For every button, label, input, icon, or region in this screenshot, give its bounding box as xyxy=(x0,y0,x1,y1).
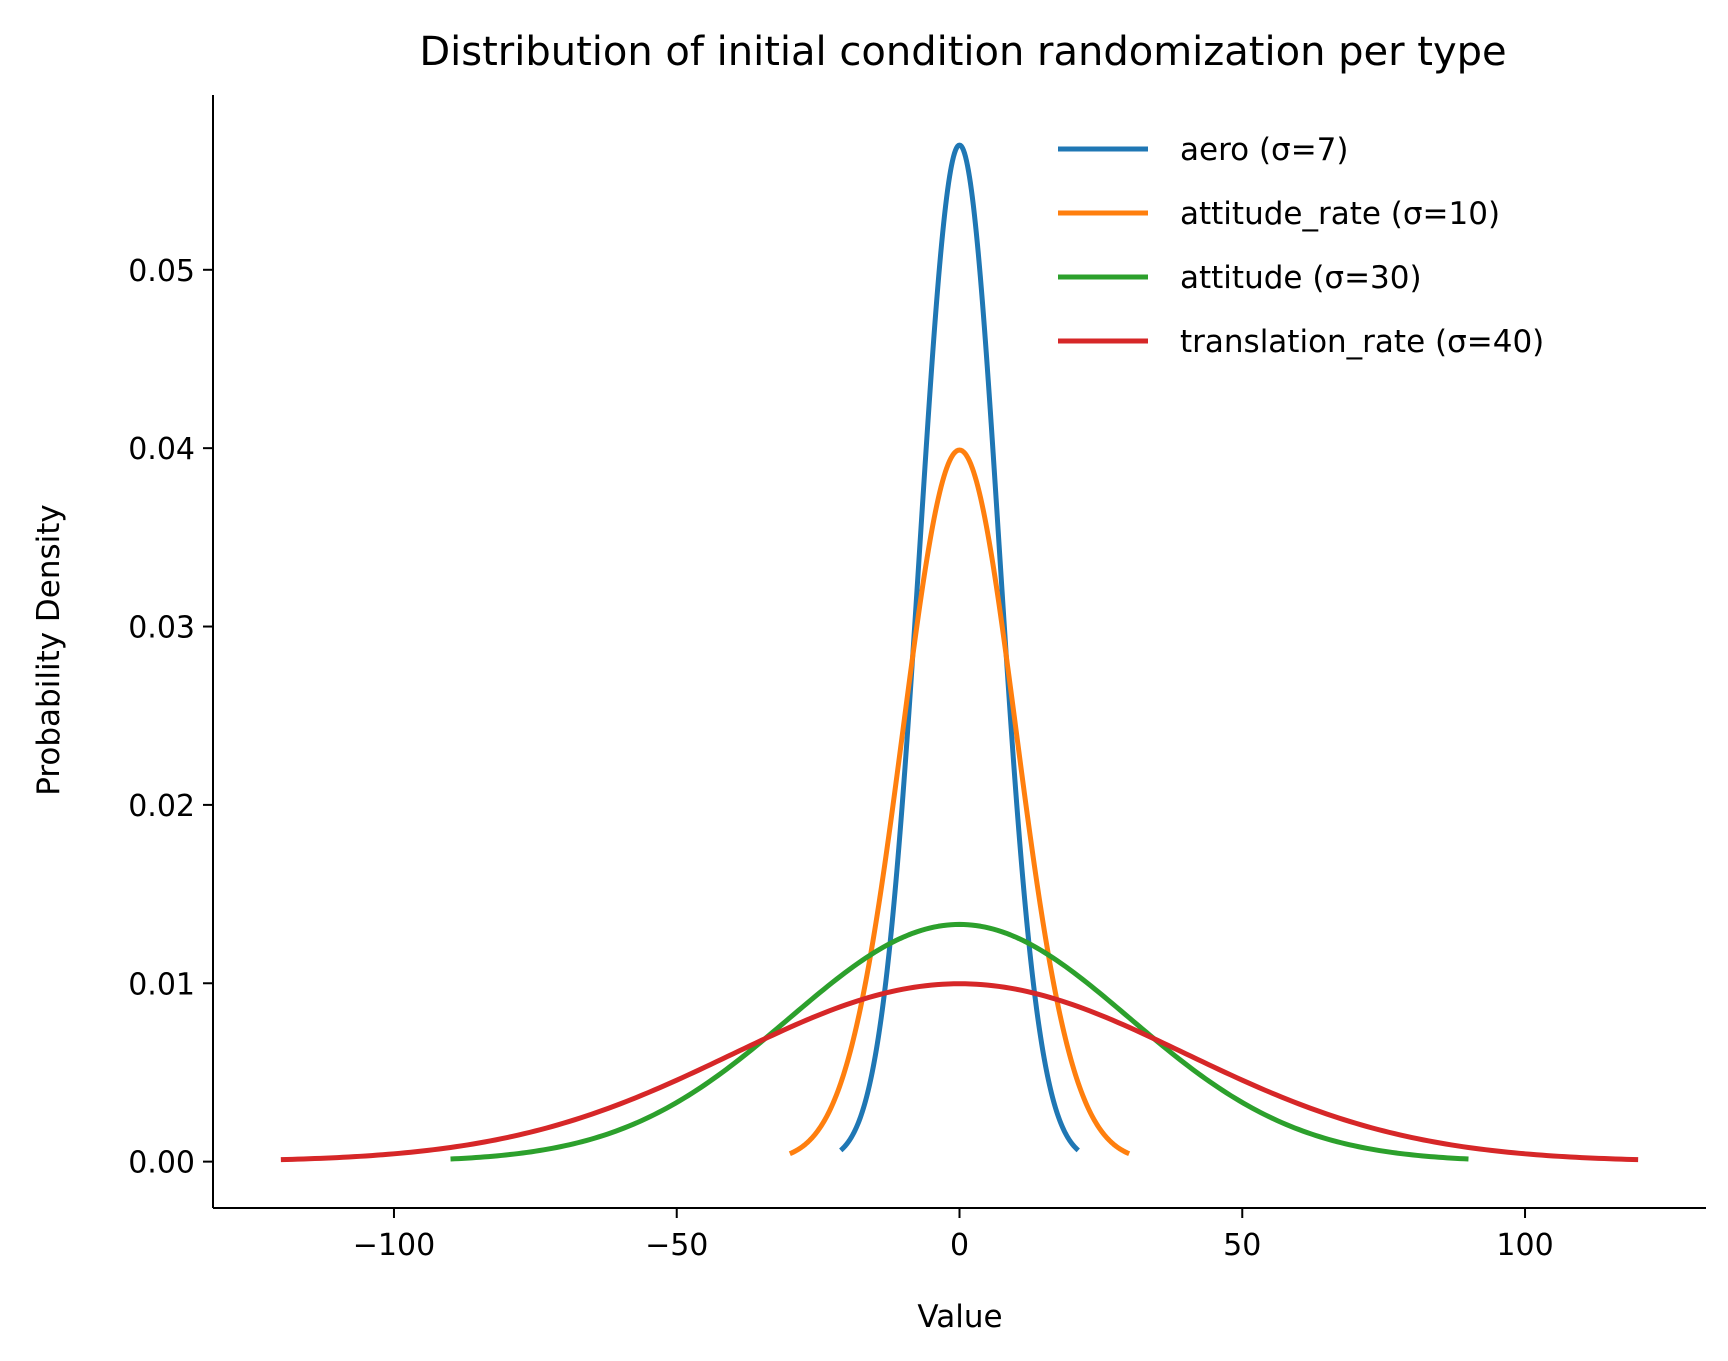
y-ticks: 0.00 0.01 0.02 0.03 0.04 0.05 xyxy=(128,254,213,1181)
series-line-2 xyxy=(450,921,1469,1162)
x-ticks: −100 −50 0 50 100 xyxy=(353,1208,1554,1263)
y-tick-label: 0.01 xyxy=(128,967,195,1002)
series-line-3 xyxy=(280,981,1639,1163)
y-tick-label: 0.05 xyxy=(128,254,195,289)
series-line-1 xyxy=(788,447,1131,1157)
x-tick-label: −50 xyxy=(645,1228,708,1263)
series-line-0 xyxy=(839,142,1080,1153)
x-axis-title: Value xyxy=(917,1299,1002,1335)
y-tick-label: 0.00 xyxy=(128,1146,195,1181)
x-tick-label: 50 xyxy=(1223,1228,1261,1263)
y-axis-title: Probability Density xyxy=(31,504,67,796)
x-tick-label: 100 xyxy=(1496,1228,1553,1263)
x-tick-label: 0 xyxy=(950,1228,969,1263)
x-tick-label: −100 xyxy=(353,1228,435,1263)
legend-label-1: attitude_rate (σ=10) xyxy=(1180,196,1500,232)
y-tick-label: 0.02 xyxy=(128,789,195,824)
chart-title: Distribution of initial condition random… xyxy=(419,29,1506,75)
legend: aero (σ=7) attitude_rate (σ=10) attitude (… xyxy=(1058,132,1544,360)
legend-label-3: translation_rate (σ=40) xyxy=(1180,324,1544,360)
y-tick-label: 0.04 xyxy=(128,432,195,467)
legend-label-0: aero (σ=7) xyxy=(1180,132,1349,168)
plot-area xyxy=(280,142,1639,1163)
legend-label-2: attitude (σ=30) xyxy=(1180,260,1422,296)
y-tick-label: 0.03 xyxy=(128,611,195,646)
